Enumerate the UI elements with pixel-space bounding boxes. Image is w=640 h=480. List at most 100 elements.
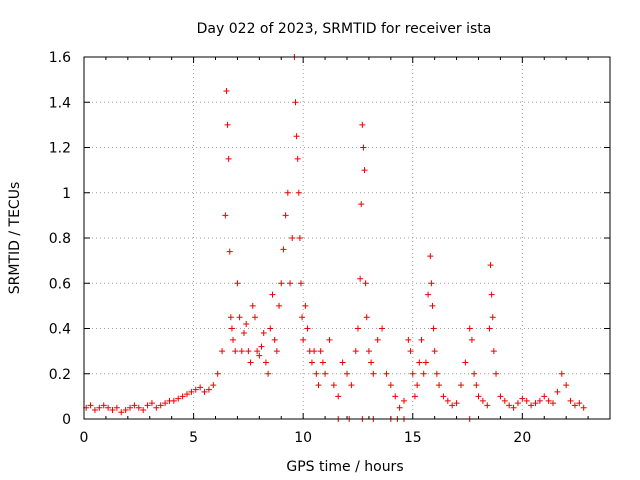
data-point (379, 325, 386, 332)
data-point (383, 370, 390, 377)
y-tick-label: 0.8 (49, 231, 71, 247)
data-point (148, 400, 155, 407)
y-tick-label: 1.6 (49, 50, 71, 66)
data-point (368, 359, 375, 366)
data-point (362, 280, 369, 287)
data-point (354, 325, 361, 332)
x-tick-label: 15 (404, 430, 422, 446)
data-point (179, 393, 186, 400)
data-point (296, 235, 303, 241)
data-point (227, 314, 234, 321)
data-point (197, 384, 204, 391)
data-point (256, 352, 263, 359)
data-point (162, 400, 169, 407)
data-point (563, 382, 570, 389)
data-point (471, 370, 478, 377)
data-point (428, 280, 435, 287)
data-point (462, 359, 469, 366)
data-point (302, 302, 309, 309)
data-point (243, 320, 250, 327)
data-point (387, 382, 394, 389)
data-point (339, 359, 346, 366)
data-point (489, 314, 496, 321)
data-point (506, 402, 513, 409)
data-point (157, 402, 164, 409)
data-point (359, 121, 366, 128)
data-point (278, 280, 285, 287)
data-point (201, 388, 208, 395)
data-point (214, 370, 221, 377)
data-point (300, 336, 307, 343)
data-point (433, 370, 440, 377)
y-tick-label: 0.6 (49, 276, 71, 292)
data-point (292, 99, 299, 106)
data-point (170, 397, 177, 404)
data-point (140, 406, 147, 413)
data-point (273, 348, 280, 355)
data-point (475, 393, 482, 400)
data-point (420, 370, 427, 377)
data-point (431, 348, 438, 355)
data-point (225, 155, 232, 162)
x-axis-label: GPS time / hours (286, 459, 403, 475)
y-tick-label: 1.4 (49, 95, 71, 111)
data-point (365, 348, 372, 355)
data-point (440, 393, 447, 400)
data-point (429, 302, 436, 309)
y-tick-labels: 0 0.2 0.4 0.6 0.8 1 1.2 1.4 1.6 (49, 50, 71, 428)
data-point (247, 359, 254, 366)
data-point (317, 348, 324, 355)
data-point (87, 402, 94, 409)
data-point (234, 280, 241, 287)
data-point (554, 388, 561, 395)
data-point (232, 348, 239, 355)
data-point (144, 402, 151, 409)
data-point (541, 393, 548, 400)
data-point (490, 348, 497, 355)
data-point (262, 359, 269, 366)
data-point (344, 370, 350, 377)
data-point (236, 314, 243, 321)
data-point (258, 343, 265, 350)
data-point (240, 330, 247, 337)
y-tick-label: 1 (62, 186, 71, 202)
data-point (224, 121, 231, 128)
data-point (358, 201, 365, 208)
data-point (457, 382, 464, 389)
data-point (468, 336, 475, 343)
data-point (153, 404, 160, 411)
data-point (304, 325, 311, 332)
data-point (284, 189, 291, 196)
data-point (497, 393, 504, 400)
data-point (453, 400, 460, 407)
data-point (418, 336, 425, 343)
data-point (294, 155, 301, 162)
plot-frame (83, 56, 611, 420)
data-point (299, 314, 306, 321)
data-point (422, 359, 429, 366)
data-point (514, 400, 521, 407)
data-point (210, 382, 217, 389)
data-point (567, 397, 574, 404)
data-point (479, 397, 486, 404)
data-point (348, 382, 355, 389)
data-point (205, 386, 212, 393)
x-tick-label: 10 (294, 430, 312, 446)
data-point (282, 212, 289, 219)
data-point (352, 348, 359, 355)
data-point (370, 370, 377, 377)
data-point (374, 336, 381, 343)
data-point (357, 275, 364, 282)
data-point (297, 280, 304, 287)
y-tick-label: 1.2 (49, 141, 71, 157)
data-point (400, 397, 407, 404)
data-point (322, 370, 329, 377)
data-point (226, 248, 233, 255)
data-point (501, 397, 508, 404)
data-point (532, 400, 539, 407)
x-tick-label: 0 (80, 430, 89, 446)
data-point (265, 370, 272, 377)
data-point (427, 253, 434, 260)
data-point (335, 393, 342, 400)
